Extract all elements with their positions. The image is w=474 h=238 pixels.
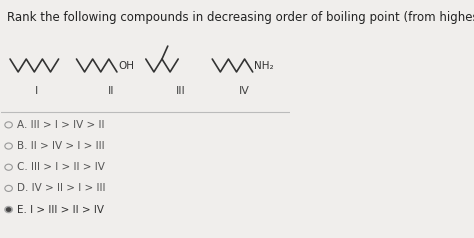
- Text: IV: IV: [238, 86, 249, 96]
- Text: II: II: [108, 86, 114, 96]
- Text: OH: OH: [118, 61, 134, 71]
- Circle shape: [5, 207, 12, 213]
- Text: B. II > IV > I > III: B. II > IV > I > III: [17, 141, 105, 151]
- Text: C. III > I > II > IV: C. III > I > II > IV: [17, 162, 105, 172]
- Text: I: I: [35, 86, 37, 96]
- Circle shape: [7, 208, 10, 211]
- Text: III: III: [175, 86, 185, 96]
- Text: Rank the following compounds in decreasing order of boiling point (from highest : Rank the following compounds in decreasi…: [7, 11, 474, 24]
- Text: E. I > III > II > IV: E. I > III > II > IV: [17, 204, 104, 215]
- Text: A. III > I > IV > II: A. III > I > IV > II: [17, 120, 105, 130]
- Text: D. IV > II > I > III: D. IV > II > I > III: [17, 183, 106, 193]
- Text: NH₂: NH₂: [254, 61, 274, 71]
